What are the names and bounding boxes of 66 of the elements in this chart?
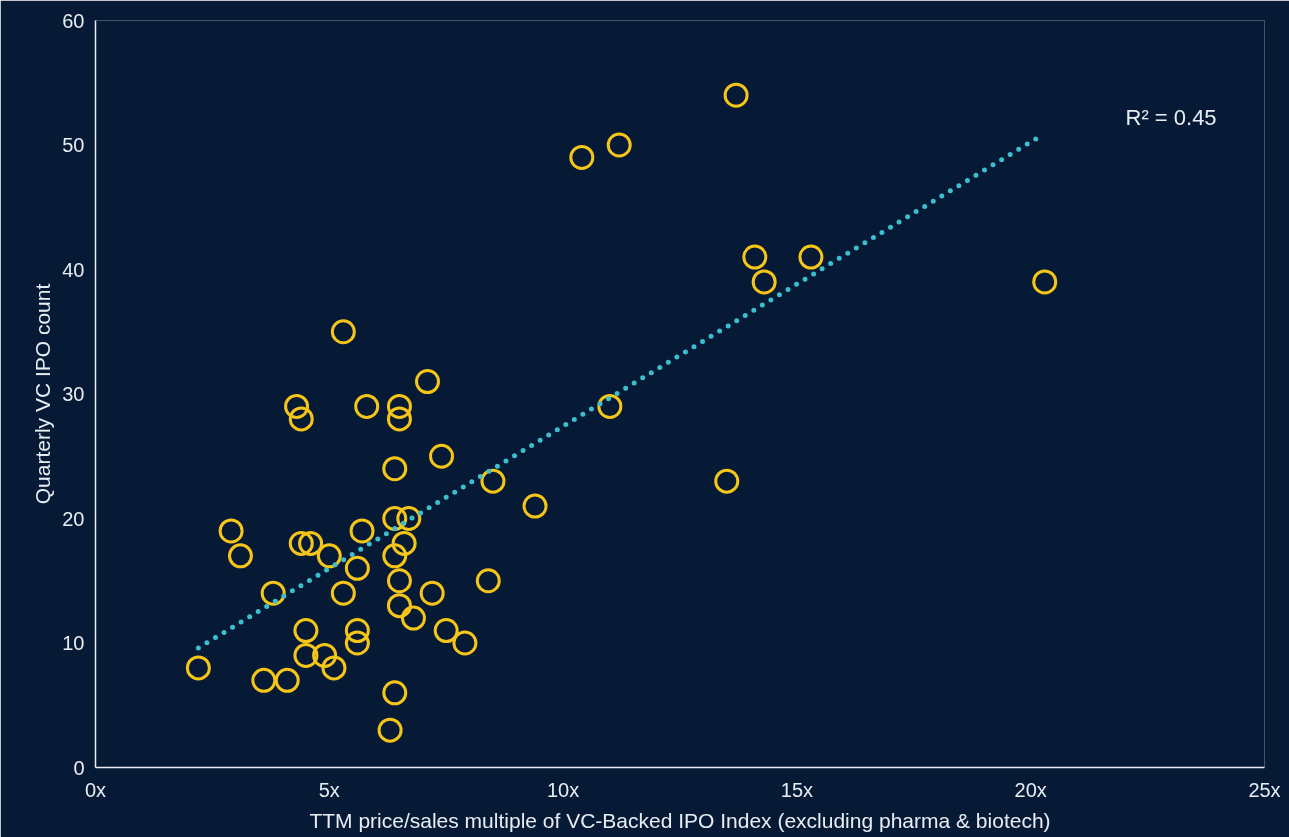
point (312, 642, 338, 668)
y-tick-label: 60 (62, 9, 85, 32)
x-tick-label: 5x (318, 778, 340, 801)
point (480, 468, 506, 494)
x-tick-label: 0x (84, 778, 107, 801)
point (218, 518, 244, 544)
point (433, 618, 459, 644)
point (382, 543, 408, 569)
x-axis-title: TTM price/sales multiple of VC-Backed IPO Index (excluding pharma & biotech) (309, 808, 1051, 832)
annotation: R² = 0.45 (1125, 105, 1217, 130)
point (293, 642, 319, 668)
x-tick-label: 15x (780, 778, 814, 801)
point (288, 530, 314, 556)
point (260, 580, 286, 606)
point (354, 393, 380, 419)
point (452, 630, 478, 656)
point (293, 618, 319, 644)
point (386, 593, 412, 619)
x-tick-label: 25x (1248, 778, 1281, 801)
point (344, 555, 370, 581)
point (475, 568, 501, 594)
point (377, 717, 403, 743)
point (723, 82, 749, 108)
point (386, 406, 412, 432)
point (415, 369, 440, 395)
point (714, 468, 740, 494)
point (569, 144, 595, 170)
point (227, 543, 253, 569)
y-tick-label: 40 (62, 258, 85, 281)
point (284, 393, 310, 419)
point (606, 132, 632, 158)
point (349, 518, 375, 544)
point (429, 443, 455, 469)
y-tick-label: 30 (62, 383, 85, 405)
point (522, 493, 548, 519)
point (251, 667, 277, 693)
point (274, 667, 300, 693)
point (396, 506, 422, 531)
point (419, 580, 445, 606)
y-axis-title: Quarterly VC IPO count (31, 283, 55, 505)
point (382, 456, 408, 482)
point (597, 393, 623, 419)
point (1032, 269, 1058, 295)
x-tick-label: 10x (546, 778, 580, 801)
point (344, 618, 370, 644)
y-tick-label: 10 (62, 632, 85, 654)
point (391, 530, 417, 556)
point (400, 605, 426, 631)
point (386, 393, 412, 419)
point (344, 630, 370, 656)
point (185, 655, 211, 681)
point (798, 244, 824, 270)
point (751, 269, 777, 295)
point (288, 406, 314, 432)
y-tick-label: 0 (73, 756, 85, 779)
point (316, 543, 342, 569)
y-tick-label: 50 (62, 134, 85, 156)
point (382, 680, 408, 706)
point (298, 530, 324, 556)
point (386, 568, 412, 594)
point (321, 655, 347, 681)
y-tick-label: 20 (62, 507, 85, 530)
point (330, 319, 356, 345)
point (742, 244, 768, 270)
x-tick-label: 20x (1014, 778, 1047, 801)
point (330, 580, 356, 606)
